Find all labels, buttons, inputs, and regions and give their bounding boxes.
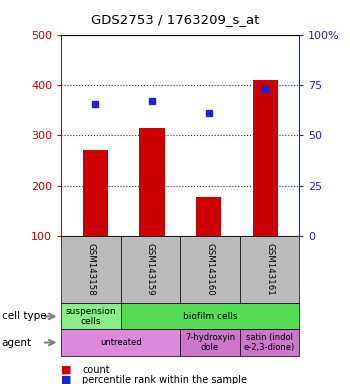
Text: agent: agent xyxy=(2,338,32,348)
Text: ■: ■ xyxy=(61,375,72,384)
Text: GSM143158: GSM143158 xyxy=(86,243,96,296)
Text: count: count xyxy=(82,365,110,375)
Text: GDS2753 / 1763209_s_at: GDS2753 / 1763209_s_at xyxy=(91,13,259,26)
Bar xyxy=(83,151,108,236)
Text: satin (indol
e-2,3-dione): satin (indol e-2,3-dione) xyxy=(244,333,295,352)
Bar xyxy=(139,128,164,236)
Text: biofilm cells: biofilm cells xyxy=(183,312,237,321)
Text: 7-hydroxyin
dole: 7-hydroxyin dole xyxy=(185,333,235,352)
Text: untreated: untreated xyxy=(100,338,141,347)
Text: cell type: cell type xyxy=(2,311,46,321)
Bar xyxy=(252,80,278,236)
Text: suspension
cells: suspension cells xyxy=(66,307,116,326)
Text: GSM143159: GSM143159 xyxy=(146,243,155,296)
Text: ■: ■ xyxy=(61,365,72,375)
Text: GSM143160: GSM143160 xyxy=(205,243,215,296)
Bar xyxy=(196,197,221,236)
Text: percentile rank within the sample: percentile rank within the sample xyxy=(82,375,247,384)
Text: GSM143161: GSM143161 xyxy=(265,243,274,296)
